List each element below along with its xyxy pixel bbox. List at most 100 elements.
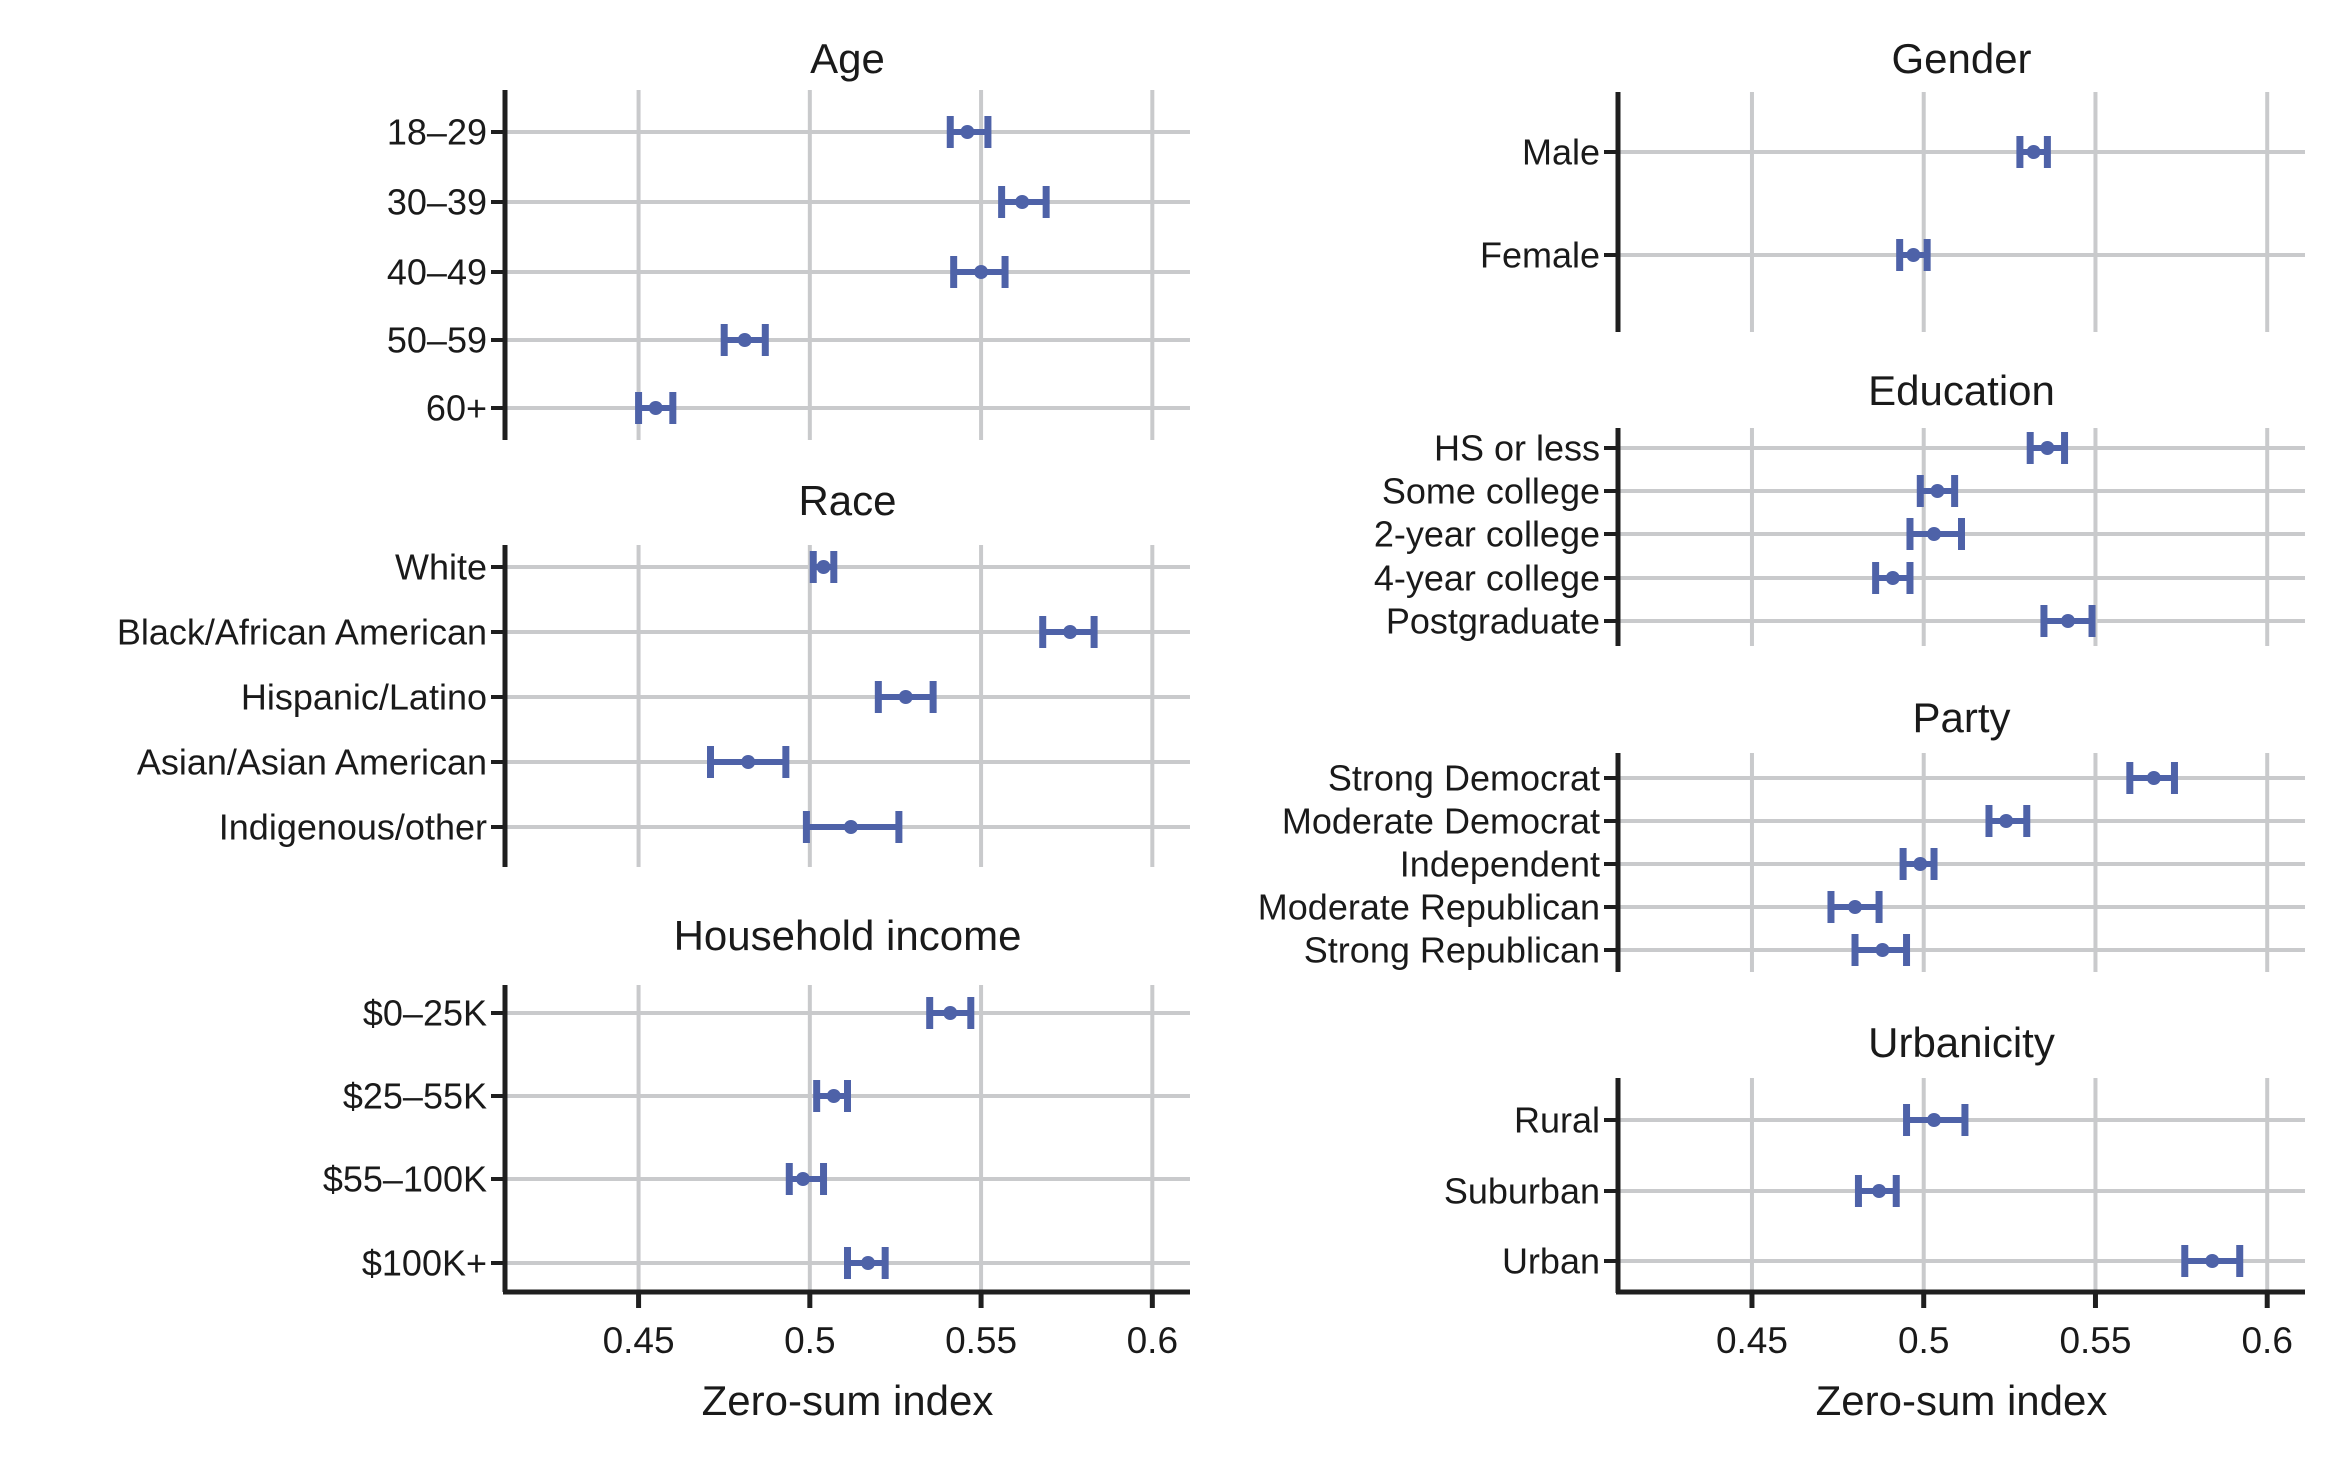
point-estimate bbox=[1872, 1184, 1887, 1198]
category-label: Urban bbox=[1502, 1241, 1600, 1282]
category-label: Rural bbox=[1514, 1100, 1600, 1141]
point-estimate bbox=[2205, 1254, 2220, 1268]
point-estimate bbox=[943, 1006, 958, 1020]
x-tick-label: 0.45 bbox=[1716, 1320, 1788, 1361]
error-bar bbox=[950, 256, 1009, 288]
x-tick-label: 0.5 bbox=[1898, 1320, 1949, 1361]
error-bar bbox=[998, 186, 1050, 218]
point-estimate bbox=[1913, 857, 1928, 871]
point-estimate bbox=[1999, 814, 2014, 828]
point-estimate bbox=[960, 125, 975, 139]
category-label: Female bbox=[1480, 235, 1600, 276]
category-label: Strong Republican bbox=[1304, 930, 1600, 971]
point-estimate bbox=[1885, 571, 1900, 585]
error-bar bbox=[844, 1247, 889, 1279]
point-estimate bbox=[1927, 1113, 1942, 1127]
panel-title: Race bbox=[798, 477, 896, 524]
error-bar bbox=[1827, 891, 1883, 923]
point-estimate bbox=[1875, 943, 1890, 957]
category-label: $100K+ bbox=[362, 1243, 487, 1284]
point-estimate bbox=[843, 820, 858, 834]
point-estimate bbox=[816, 560, 831, 574]
panel-gender: Male Female Gender bbox=[1480, 35, 2305, 332]
error-bar bbox=[946, 116, 992, 148]
error-bar bbox=[1039, 616, 1098, 648]
x-tick-label: 0.5 bbox=[784, 1320, 835, 1361]
point-estimate bbox=[795, 1172, 810, 1186]
category-label: Hispanic/Latino bbox=[241, 677, 487, 718]
error-bar bbox=[813, 1080, 851, 1112]
error-bar bbox=[926, 997, 975, 1029]
point-estimate bbox=[974, 265, 989, 279]
category-label: Black/African American bbox=[117, 612, 487, 653]
error-bar bbox=[1854, 1175, 1900, 1207]
category-label: Suburban bbox=[1444, 1171, 1600, 1212]
point-estimate bbox=[2040, 441, 2055, 455]
category-label: Strong Democrat bbox=[1328, 758, 1600, 799]
category-label: 4-year college bbox=[1374, 558, 1600, 599]
panel-title: Age bbox=[810, 35, 885, 82]
category-label: Some college bbox=[1382, 471, 1600, 512]
panel-title: Urbanicity bbox=[1868, 1019, 2055, 1066]
error-bar bbox=[707, 746, 790, 778]
error-bar bbox=[809, 551, 838, 583]
x-axis-title: Zero-sum index bbox=[1816, 1377, 2108, 1424]
panel-income: $0–25K $25–55K $55–100K $100K+ Household inc… bbox=[323, 912, 1190, 1292]
x-tick-label: 0.55 bbox=[2059, 1320, 2131, 1361]
error-bar bbox=[1985, 805, 2031, 837]
x-axis-right: 0.45 0.5 0.55 0.6 Zero-sum index bbox=[1616, 1289, 2305, 1424]
error-bar bbox=[1916, 475, 1959, 507]
point-estimate bbox=[2026, 145, 2041, 159]
error-bar bbox=[1906, 518, 1965, 550]
category-label: $0–25K bbox=[363, 993, 487, 1034]
point-estimate bbox=[1063, 625, 1078, 639]
error-bar bbox=[802, 811, 903, 843]
point-estimate bbox=[2060, 614, 2075, 628]
category-label: 18–29 bbox=[387, 112, 487, 153]
x-tick-label: 0.55 bbox=[945, 1320, 1017, 1361]
panel-title: Education bbox=[1868, 367, 2055, 414]
category-label: Male bbox=[1522, 132, 1600, 173]
error-bar bbox=[874, 681, 937, 713]
point-estimate bbox=[1927, 527, 1942, 541]
point-estimate bbox=[741, 755, 756, 769]
point-estimate bbox=[648, 401, 663, 415]
error-bar bbox=[720, 324, 769, 356]
error-bar bbox=[2040, 605, 2096, 637]
error-bar bbox=[2026, 432, 2069, 464]
error-bar bbox=[1872, 562, 1914, 594]
point-estimate bbox=[2146, 771, 2161, 785]
category-label: White bbox=[395, 547, 487, 588]
error-bar bbox=[2016, 136, 2051, 168]
error-bar bbox=[1899, 848, 1938, 880]
point-estimate bbox=[861, 1256, 876, 1270]
point-estimate bbox=[1906, 248, 1921, 262]
category-label: 60+ bbox=[426, 388, 487, 429]
point-estimate bbox=[737, 333, 752, 347]
x-tick-label: 0.6 bbox=[1127, 1320, 1178, 1361]
category-label: Indigenous/other bbox=[219, 807, 487, 848]
error-bar bbox=[2181, 1245, 2244, 1277]
category-label: 2-year college bbox=[1374, 514, 1600, 555]
x-tick-label: 0.6 bbox=[2241, 1320, 2292, 1361]
category-label: Asian/Asian American bbox=[137, 742, 487, 783]
category-label: Postgraduate bbox=[1386, 601, 1600, 642]
category-label: $55–100K bbox=[323, 1159, 487, 1200]
x-axis-left: 0.45 0.5 0.55 0.6 Zero-sum index bbox=[503, 1289, 1190, 1424]
error-bar bbox=[2126, 762, 2178, 794]
category-label: Moderate Republican bbox=[1258, 887, 1600, 928]
panel-age: 18–29 30–39 40–49 50–59 60+ Age bbox=[387, 35, 1190, 440]
category-label: HS or less bbox=[1434, 428, 1600, 469]
panel-title: Household income bbox=[674, 912, 1022, 959]
panel-title: Gender bbox=[1891, 35, 2031, 82]
category-label: 40–49 bbox=[387, 252, 487, 293]
category-label: 50–59 bbox=[387, 320, 487, 361]
category-label: Independent bbox=[1400, 844, 1600, 885]
error-bar bbox=[785, 1163, 828, 1195]
category-label: 30–39 bbox=[387, 182, 487, 223]
panel-urbanicity: Rural Suburban Urban Urbanicity bbox=[1444, 1019, 2305, 1293]
category-label: Moderate Democrat bbox=[1282, 801, 1600, 842]
category-label: $25–55K bbox=[343, 1076, 487, 1117]
